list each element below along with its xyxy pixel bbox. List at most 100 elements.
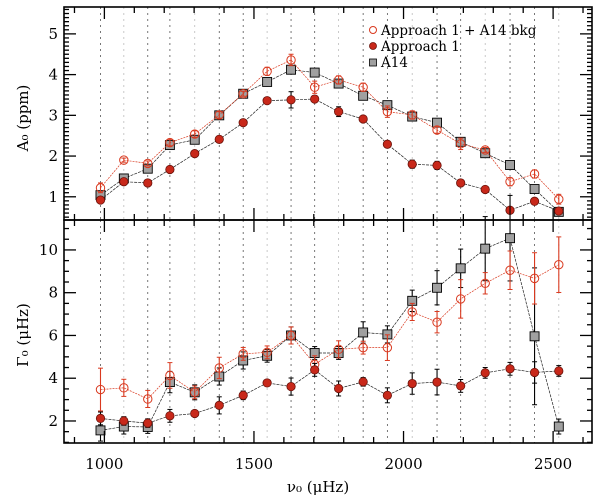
data-point-open-circle	[432, 317, 442, 327]
data-point-filled-circle	[382, 390, 392, 400]
data-point-open-circle	[143, 158, 153, 169]
data-point-open-circle	[119, 155, 129, 165]
data-point-open-circle	[214, 363, 224, 373]
data-point-open-circle	[165, 137, 175, 148]
y-tick-label: 5	[48, 25, 58, 43]
axes: 1 2 3 4 5 2 4 6 8 10 1000 1500 2000 2500	[39, 6, 593, 473]
data-point-open-circle	[480, 145, 490, 155]
data-point-open-circle	[165, 370, 175, 381]
y-tick-label: 4	[48, 369, 58, 387]
data-point-gray-square	[358, 327, 369, 338]
y-tick-label: 6	[48, 326, 58, 344]
data-point-filled-circle	[480, 184, 490, 195]
data-point-open-circle	[214, 110, 224, 120]
data-point-gray-square	[95, 425, 106, 436]
data-point-open-circle	[407, 307, 417, 317]
data-point-filled-circle	[432, 160, 442, 171]
y-tick-label: 2	[48, 147, 58, 165]
data-point-open-circle	[238, 89, 248, 99]
bottom-panel-series	[95, 194, 564, 442]
data-point-open-circle	[190, 387, 200, 398]
data-point-open-circle	[143, 394, 153, 404]
data-point-filled-circle	[143, 418, 153, 428]
data-point-open-circle	[286, 330, 296, 341]
legend-marker-filled-circle	[369, 42, 377, 50]
data-point-filled-circle	[480, 368, 490, 378]
data-point-gray-square	[529, 184, 540, 194]
data-point-open-circle	[407, 110, 417, 120]
data-point-filled-circle	[529, 367, 540, 378]
x-tick-label: 1000	[85, 455, 123, 473]
data-point-filled-circle	[334, 107, 344, 117]
x-tick-label: 2000	[384, 455, 422, 473]
data-point-open-circle	[238, 349, 248, 359]
data-point-open-circle	[432, 125, 442, 135]
data-point-open-circle	[262, 66, 272, 77]
bottom-y-axis-label: Γ₀ (μHz)	[14, 303, 32, 367]
data-point-filled-circle	[382, 139, 392, 149]
data-point-filled-circle	[238, 390, 248, 400]
data-point-open-circle	[529, 273, 540, 284]
data-point-filled-circle	[165, 411, 175, 421]
data-point-open-circle	[480, 278, 490, 288]
data-point-filled-circle	[190, 149, 200, 159]
y-tick-label: 1	[48, 188, 58, 206]
data-point-filled-circle	[554, 366, 564, 376]
data-point-filled-circle	[143, 178, 153, 188]
data-point-filled-circle	[119, 177, 129, 187]
data-point-open-circle	[505, 265, 515, 275]
data-point-filled-circle	[286, 381, 296, 392]
data-point-filled-circle	[190, 408, 200, 419]
legend-label-approach1: Approach 1	[380, 39, 460, 55]
data-point-open-circle	[382, 342, 393, 353]
legend: Approach 1 + A14 bkg Approach 1 A14	[369, 23, 537, 71]
data-point-open-circle	[286, 55, 296, 65]
data-point-filled-circle	[310, 94, 320, 104]
data-point-filled-circle	[554, 206, 564, 216]
data-point-gray-square	[286, 64, 297, 75]
data-point-open-circle	[529, 169, 540, 179]
data-point-open-circle	[333, 344, 344, 355]
data-point-filled-circle	[432, 377, 442, 387]
series-line-gray-square	[100, 237, 560, 431]
data-point-gray-square	[505, 160, 515, 170]
data-point-filled-circle	[119, 416, 129, 426]
data-point-gray-square	[432, 282, 442, 293]
series-line-open-circle	[100, 59, 560, 200]
data-point-filled-circle	[238, 118, 248, 128]
top-y-axis-label: A₀ (ppm)	[14, 85, 32, 153]
data-point-gray-square	[529, 331, 540, 342]
data-point-gray-square	[309, 67, 320, 78]
data-point-filled-circle	[95, 195, 106, 205]
top-panel-series	[95, 53, 564, 217]
series-line-open-circle	[100, 264, 559, 400]
data-point-filled-circle	[95, 413, 106, 424]
legend-marker-open-circle	[369, 26, 377, 34]
x-tick-label: 2500	[534, 455, 572, 473]
x-axis-label: ν₀ (μHz)	[287, 478, 349, 496]
data-point-gray-square	[455, 263, 466, 274]
data-point-open-circle	[358, 82, 368, 92]
y-tick-label: 3	[48, 106, 58, 124]
data-point-filled-circle	[214, 400, 224, 410]
data-point-open-circle	[333, 75, 344, 85]
data-point-gray-square	[262, 76, 273, 87]
data-point-filled-circle	[358, 114, 368, 124]
data-point-filled-circle	[505, 364, 515, 374]
data-point-open-circle	[382, 106, 393, 117]
y-tick-label: 4	[48, 66, 58, 84]
data-point-open-circle	[455, 294, 466, 304]
data-point-open-circle	[119, 383, 129, 393]
legend-label-a14: A14	[380, 55, 408, 71]
data-point-filled-circle	[214, 134, 224, 144]
data-point-filled-circle	[456, 178, 466, 188]
data-point-open-circle	[190, 129, 200, 139]
panel-frame	[63, 219, 593, 444]
data-point-open-circle	[455, 139, 466, 149]
data-point-open-circle	[95, 183, 106, 193]
data-point-open-circle	[309, 82, 320, 92]
x-tick-label: 1500	[235, 455, 273, 473]
data-point-gray-square	[505, 233, 515, 244]
y-tick-label: 8	[48, 284, 58, 302]
